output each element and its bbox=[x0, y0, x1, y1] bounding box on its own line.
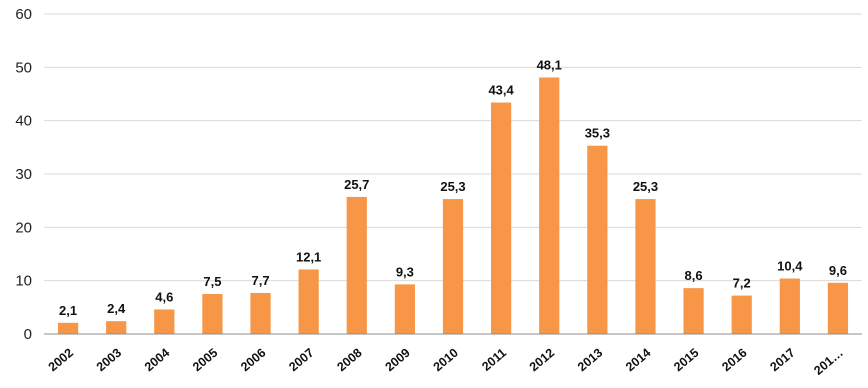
data-label: 10,4 bbox=[777, 259, 803, 274]
x-axis-tick-labels: 2002 2003 2004 2005 2006 2007 2008 2009 2010 2011… bbox=[46, 346, 846, 378]
bar-2016 bbox=[731, 295, 752, 334]
bar-2002 bbox=[57, 322, 79, 334]
data-label: 7,2 bbox=[733, 276, 751, 291]
x-tick-label: 2012 bbox=[527, 346, 557, 375]
data-label: 9,3 bbox=[396, 264, 414, 279]
data-label: 7,7 bbox=[251, 273, 269, 288]
x-tick-label: 2014 bbox=[623, 346, 653, 375]
bar-2010 bbox=[442, 199, 464, 334]
bar-201… bbox=[827, 282, 849, 334]
y-tick-label: 40 bbox=[15, 113, 32, 130]
data-label: 8,6 bbox=[685, 268, 703, 283]
x-tick-label: 2011 bbox=[479, 346, 509, 374]
data-label: 2,1 bbox=[59, 303, 77, 318]
data-label: 25,3 bbox=[633, 179, 658, 194]
data-label: 35,3 bbox=[585, 126, 610, 141]
x-tick-label: 2016 bbox=[719, 346, 749, 375]
bar-2006 bbox=[250, 292, 271, 334]
gridlines bbox=[44, 13, 862, 282]
y-tick-label: 60 bbox=[15, 6, 32, 23]
y-tick-label: 10 bbox=[15, 273, 32, 290]
x-tick-label: 2010 bbox=[431, 346, 461, 375]
y-axis-tick-labels: 0 10 20 30 40 50 60 bbox=[15, 6, 32, 343]
x-tick-label: 201… bbox=[811, 346, 846, 378]
data-label: 9,6 bbox=[829, 263, 847, 278]
y-tick-label: 50 bbox=[15, 59, 32, 76]
bar-2013 bbox=[587, 145, 608, 334]
y-tick-label: 20 bbox=[15, 219, 32, 236]
data-label: 12,1 bbox=[296, 249, 321, 264]
data-label: 48,1 bbox=[537, 57, 562, 72]
bar-2003 bbox=[106, 321, 127, 334]
bar-2009 bbox=[394, 284, 415, 334]
data-label: 7,5 bbox=[203, 274, 221, 289]
data-label: 4,6 bbox=[155, 289, 173, 304]
bar-2007 bbox=[298, 269, 319, 334]
x-tick-label: 2003 bbox=[94, 346, 124, 375]
x-tick-label: 2015 bbox=[671, 346, 701, 375]
x-tick-label: 2004 bbox=[142, 346, 172, 375]
x-tick-label: 2005 bbox=[190, 346, 220, 375]
bar-2017 bbox=[779, 278, 800, 334]
data-label: 43,4 bbox=[488, 83, 514, 98]
data-label: 2,4 bbox=[107, 301, 126, 316]
x-tick-label: 2017 bbox=[767, 346, 797, 375]
x-tick-label: 2008 bbox=[334, 346, 364, 375]
bar-2004 bbox=[154, 309, 175, 334]
data-label: 25,3 bbox=[440, 179, 465, 194]
data-labels: 2,1 2,4 4,6 7,5 7,7 12,1 25,7 9,3 25,3 43,4 48,1 35… bbox=[59, 57, 847, 317]
bars bbox=[57, 77, 849, 335]
bar-2011 bbox=[491, 102, 512, 335]
bar-2015 bbox=[683, 288, 704, 334]
bar-2005 bbox=[202, 294, 223, 334]
x-tick-label: 2009 bbox=[383, 346, 413, 375]
y-tick-label: 0 bbox=[24, 326, 32, 343]
bar-2012 bbox=[539, 77, 560, 334]
x-tick-label: 2002 bbox=[46, 346, 76, 375]
bar-2008 bbox=[346, 196, 367, 334]
data-label: 25,7 bbox=[344, 177, 369, 192]
x-tick-label: 2006 bbox=[238, 346, 268, 375]
x-tick-label: 2013 bbox=[575, 346, 605, 375]
y-tick-label: 30 bbox=[15, 166, 32, 183]
bar-2014 bbox=[635, 199, 656, 334]
x-tick-label: 2007 bbox=[286, 346, 316, 375]
